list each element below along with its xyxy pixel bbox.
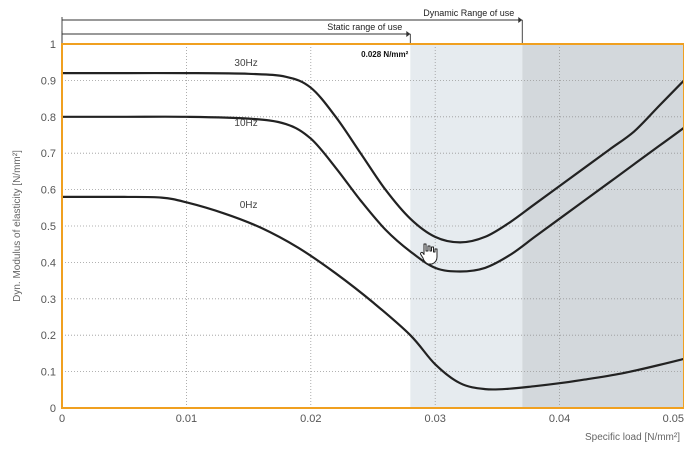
y-tick-label: 0.1 <box>41 367 56 379</box>
range-indicators: Static range of use Dynamic Range of use <box>61 8 523 44</box>
y-tick-label: 0 <box>50 403 56 415</box>
range-label: Dynamic Range of use <box>423 8 514 18</box>
range-label: Static range of use <box>327 22 402 32</box>
y-tick-label: 0.3 <box>41 294 56 306</box>
tick-labels: 0 0.1 0.2 0.3 0.4 0.5 0.6 0.7 0.8 0.9 1 0 0.01 0.02 0.… <box>41 39 684 425</box>
series-label: 30Hz <box>234 58 257 69</box>
y-tick-label: 0.6 <box>41 185 56 197</box>
x-tick-label: 0.03 <box>424 413 445 425</box>
series-label: 0Hz <box>240 200 258 211</box>
y-axis-title: Dyn. Modulus of elasticity [N/mm²] <box>12 150 23 302</box>
annotation-label: 0.028 N/mm² <box>361 50 408 59</box>
series-layer: 30Hz 10Hz 0Hz 0.028 N/mm² <box>60 50 684 391</box>
range-arrow-icon <box>518 17 523 23</box>
y-tick-label: 0.9 <box>41 75 56 87</box>
range-arrow-icon <box>406 31 411 37</box>
y-tick-label: 0.8 <box>41 112 56 124</box>
y-tick-label: 0.7 <box>41 148 56 160</box>
y-tick-label: 0.4 <box>41 257 56 269</box>
series-line-0hz <box>60 195 684 391</box>
x-tick-label: 0.05 <box>663 413 684 425</box>
series-line-30hz <box>60 71 684 244</box>
x-tick-label: 0.02 <box>300 413 321 425</box>
range-bands <box>410 44 684 408</box>
hand-cursor-icon <box>420 243 438 265</box>
x-tick-label: 0.04 <box>549 413 570 425</box>
y-tick-label: 0.5 <box>41 221 56 233</box>
plot-frame <box>61 43 684 409</box>
series-line-10hz <box>60 115 684 273</box>
grid <box>62 44 684 408</box>
y-tick-label: 1 <box>50 39 56 51</box>
x-axis-title: Specific load [N/mm²] <box>585 432 680 443</box>
series-label: 10Hz <box>234 118 257 129</box>
x-tick-label: 0 <box>59 413 65 425</box>
y-tick-label: 0.2 <box>41 330 56 342</box>
x-tick-label: 0.01 <box>176 413 197 425</box>
